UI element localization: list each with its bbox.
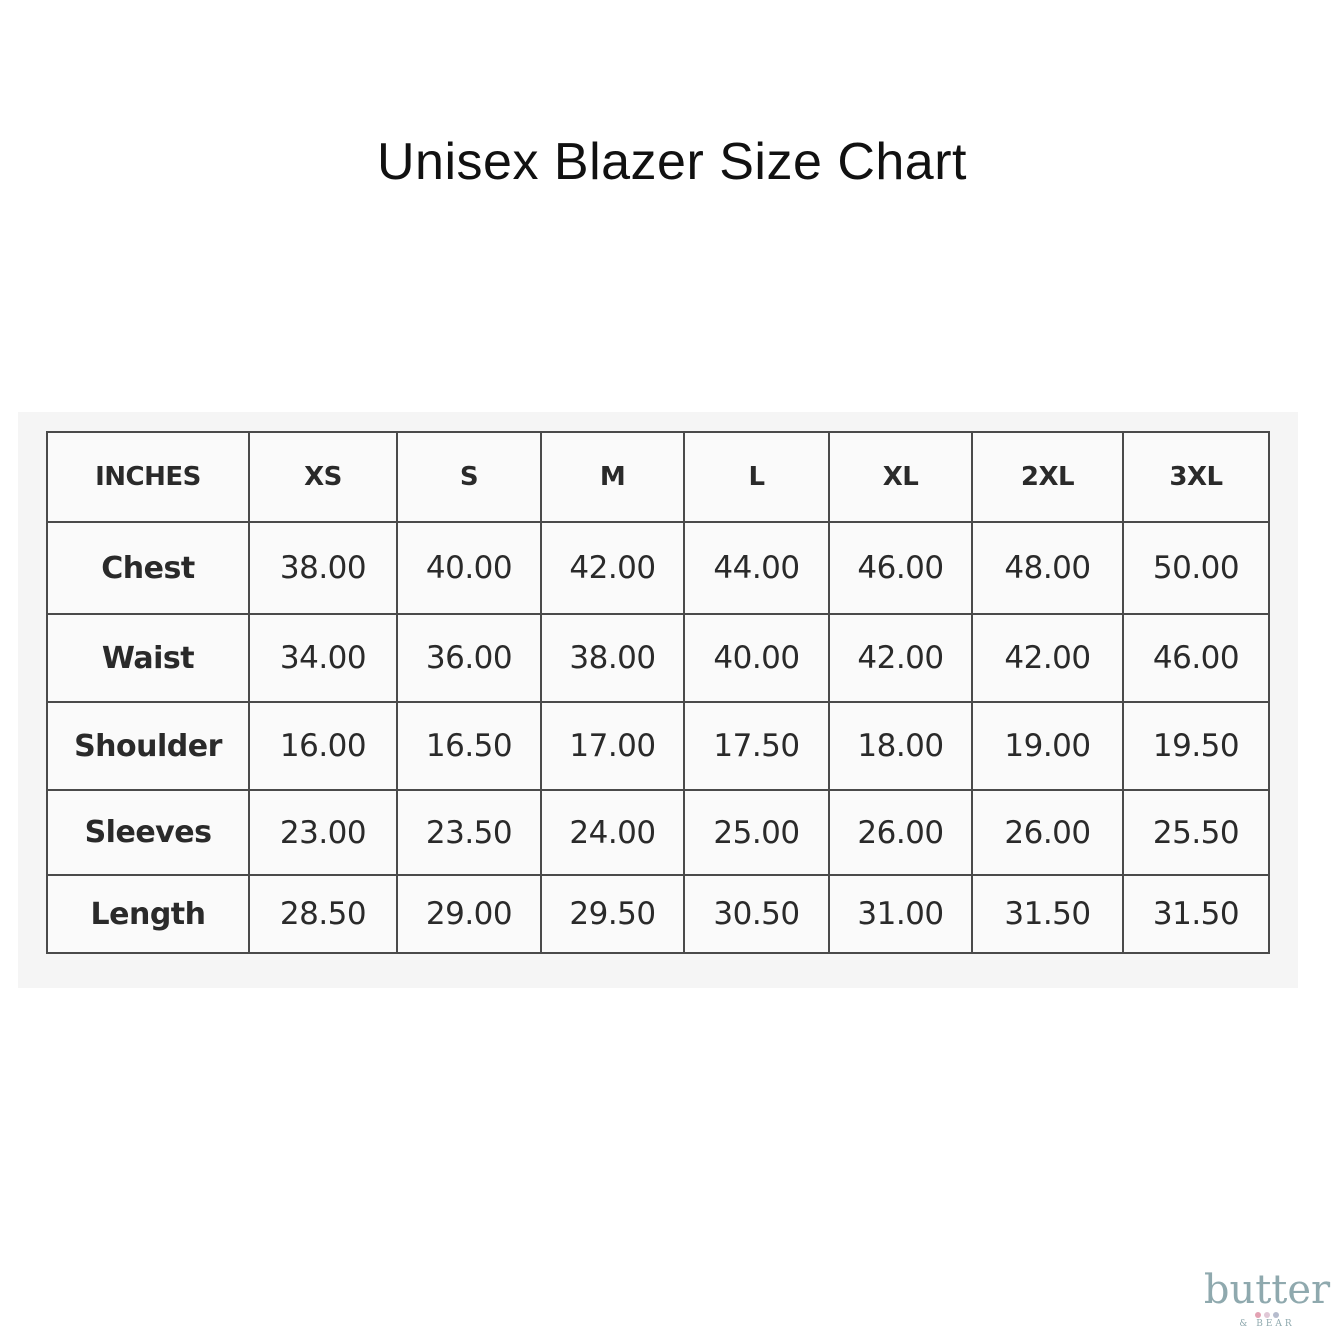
measurement-value: 16.00 <box>248 701 398 791</box>
measurement-value: 28.50 <box>248 874 398 954</box>
measurement-value: 25.50 <box>1122 789 1270 876</box>
measurement-value: 17.00 <box>540 701 685 791</box>
size-header: S <box>396 431 542 523</box>
page-title: Unisex Blazer Size Chart <box>377 133 967 191</box>
measurement-value: 42.00 <box>971 613 1124 703</box>
measurement-value: 36.00 <box>396 613 542 703</box>
measurement-value: 42.00 <box>828 613 973 703</box>
size-chart-table: INCHES XS S M L XL 2XL 3XL Chest 38.00 40.00 42.00 4… <box>46 431 1270 954</box>
measurement-value: 31.00 <box>828 874 973 954</box>
logo-dot <box>1273 1312 1279 1318</box>
measurement-value: 30.50 <box>683 874 830 954</box>
size-header: M <box>540 431 685 523</box>
measurement-value: 40.00 <box>683 613 830 703</box>
measurement-value: 42.00 <box>540 521 685 615</box>
measurement-value: 38.00 <box>248 521 398 615</box>
logo-subtitle: & BEAR <box>1239 1319 1295 1329</box>
unit-header: INCHES <box>46 431 250 523</box>
measurement-value: 38.00 <box>540 613 685 703</box>
measurement-value: 26.00 <box>828 789 973 876</box>
measurement-label: Waist <box>46 613 250 703</box>
logo-dot <box>1255 1312 1261 1318</box>
measurement-value: 40.00 <box>396 521 542 615</box>
size-header: 2XL <box>971 431 1124 523</box>
table-row: Chest 38.00 40.00 42.00 44.00 46.00 48.00 50.00 <box>46 521 1270 615</box>
measurement-value: 23.50 <box>396 789 542 876</box>
measurement-value: 46.00 <box>828 521 973 615</box>
measurement-value: 31.50 <box>971 874 1124 954</box>
table-row: Shoulder 16.00 16.50 17.00 17.50 18.00 19.00 19… <box>46 701 1270 791</box>
logo-wordmark: butter <box>1203 1267 1331 1313</box>
table-row: Waist 34.00 36.00 38.00 40.00 42.00 42.00 46.00 <box>46 613 1270 703</box>
measurement-value: 23.00 <box>248 789 398 876</box>
measurement-value: 44.00 <box>683 521 830 615</box>
measurement-value: 19.50 <box>1122 701 1270 791</box>
measurement-value: 29.50 <box>540 874 685 954</box>
size-header: L <box>683 431 830 523</box>
measurement-value: 16.50 <box>396 701 542 791</box>
measurement-value: 31.50 <box>1122 874 1270 954</box>
size-header: 3XL <box>1122 431 1270 523</box>
size-header: XL <box>828 431 973 523</box>
measurement-value: 50.00 <box>1122 521 1270 615</box>
measurement-value: 24.00 <box>540 789 685 876</box>
measurement-value: 19.00 <box>971 701 1124 791</box>
table-row: Sleeves 23.00 23.50 24.00 25.00 26.00 26.00 25.… <box>46 789 1270 876</box>
measurement-value: 18.00 <box>828 701 973 791</box>
measurement-value: 48.00 <box>971 521 1124 615</box>
measurement-value: 17.50 <box>683 701 830 791</box>
measurement-label: Length <box>46 874 250 954</box>
measurement-value: 26.00 <box>971 789 1124 876</box>
measurement-value: 29.00 <box>396 874 542 954</box>
measurement-label: Shoulder <box>46 701 250 791</box>
brand-logo: butter & BEAR <box>1192 1270 1342 1329</box>
size-header: XS <box>248 431 398 523</box>
measurement-label: Chest <box>46 521 250 615</box>
logo-dot <box>1264 1312 1270 1318</box>
logo-dots <box>1192 1312 1342 1318</box>
measurement-value: 46.00 <box>1122 613 1270 703</box>
table-row: Length 28.50 29.00 29.50 30.50 31.00 31.50 31.5… <box>46 874 1270 954</box>
header-row: INCHES XS S M L XL 2XL 3XL <box>46 431 1270 523</box>
measurement-value: 34.00 <box>248 613 398 703</box>
measurement-value: 25.00 <box>683 789 830 876</box>
measurement-label: Sleeves <box>46 789 250 876</box>
